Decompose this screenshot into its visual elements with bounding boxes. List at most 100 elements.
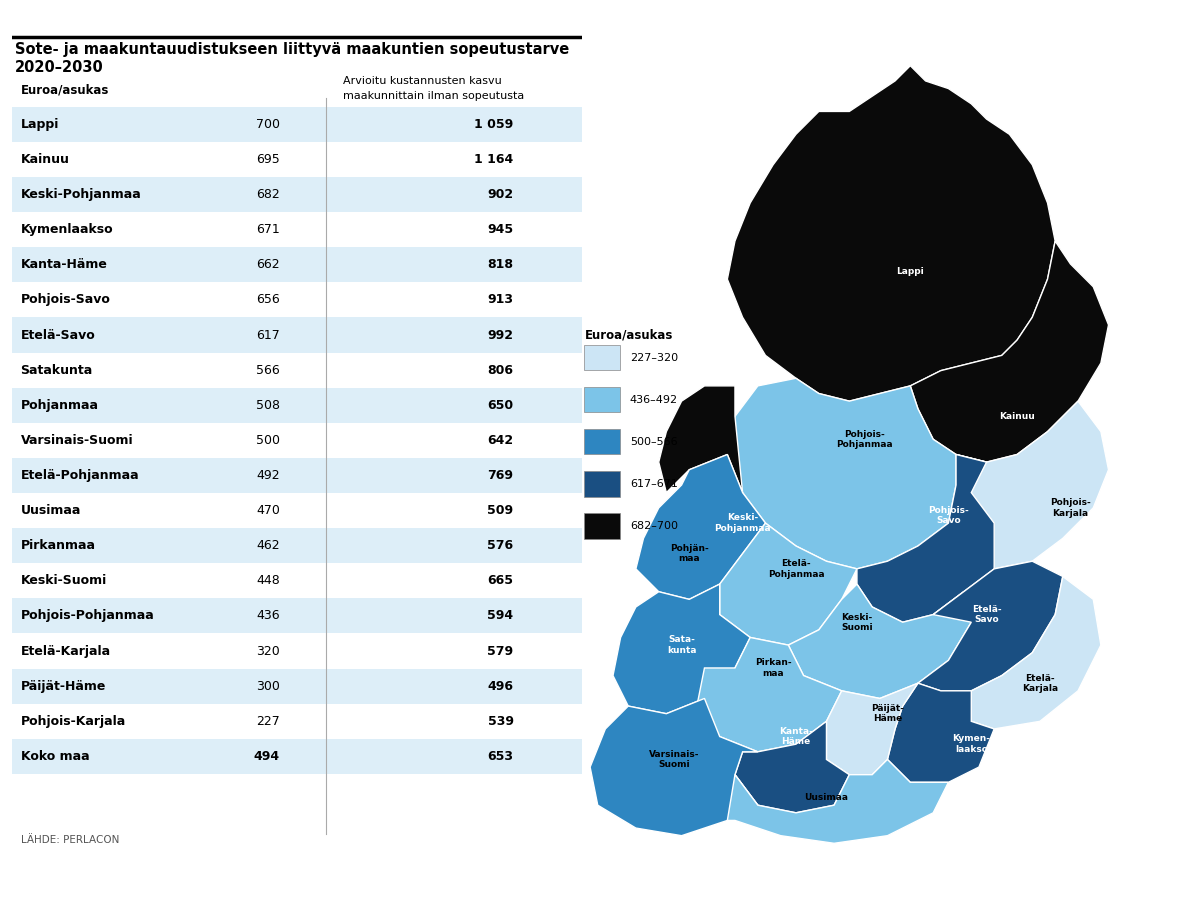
Bar — [12, 353, 582, 388]
Text: Keski-
Pohjanmaa: Keski- Pohjanmaa — [714, 513, 770, 533]
Text: 470: 470 — [256, 504, 280, 518]
Polygon shape — [590, 698, 758, 836]
Polygon shape — [857, 454, 994, 622]
Text: 662: 662 — [257, 258, 280, 271]
Text: Pohjois-Pohjanmaa: Pohjois-Pohjanmaa — [20, 609, 155, 623]
Text: Pohjois-Savo: Pohjois-Savo — [20, 293, 110, 306]
Text: 1 164: 1 164 — [474, 153, 514, 166]
Text: 617–671: 617–671 — [630, 479, 678, 489]
Text: Arvioitu kustannusten kasvu: Arvioitu kustannusten kasvu — [343, 76, 502, 86]
Polygon shape — [888, 683, 994, 782]
Text: 695: 695 — [256, 153, 280, 166]
Text: 496: 496 — [487, 680, 514, 693]
Bar — [12, 704, 582, 739]
FancyBboxPatch shape — [584, 513, 620, 538]
Text: Pirkan-
maa: Pirkan- maa — [755, 658, 791, 678]
Bar — [12, 634, 582, 669]
Text: Kainuu: Kainuu — [20, 153, 70, 166]
Polygon shape — [734, 721, 850, 813]
Polygon shape — [727, 378, 986, 569]
Bar — [12, 177, 582, 212]
FancyBboxPatch shape — [584, 428, 620, 454]
Bar — [12, 423, 582, 458]
Text: 594: 594 — [487, 609, 514, 623]
Text: Keski-
Suomi: Keski- Suomi — [841, 613, 872, 632]
Polygon shape — [948, 401, 1109, 569]
Bar — [12, 388, 582, 423]
Bar — [12, 318, 582, 353]
Text: Pohjois-
Pohjanmaa: Pohjois- Pohjanmaa — [836, 429, 893, 449]
Text: 492: 492 — [257, 469, 280, 482]
Bar — [12, 598, 582, 634]
Text: Pohjanmaa: Pohjanmaa — [20, 399, 98, 412]
Bar — [12, 669, 582, 704]
Text: 656: 656 — [256, 293, 280, 306]
Text: 700: 700 — [256, 118, 280, 130]
Text: maakunnittain ilman sopeutusta: maakunnittain ilman sopeutusta — [343, 91, 524, 101]
Bar — [12, 107, 582, 142]
Text: 500: 500 — [256, 434, 280, 447]
Text: 2020–2030: 2020–2030 — [14, 60, 103, 76]
Text: 576: 576 — [487, 539, 514, 553]
Text: 508: 508 — [256, 399, 280, 412]
Text: 320: 320 — [256, 644, 280, 658]
Text: 462: 462 — [257, 539, 280, 553]
Text: Päijät-Häme: Päijät-Häme — [20, 680, 106, 693]
Polygon shape — [697, 637, 841, 751]
Polygon shape — [659, 386, 743, 492]
Text: Varsinais-
Suomi: Varsinais- Suomi — [649, 750, 700, 770]
Polygon shape — [727, 760, 948, 843]
Text: Kymen-
laakso: Kymen- laakso — [953, 734, 990, 754]
Bar — [12, 528, 582, 563]
Text: 642: 642 — [487, 434, 514, 447]
Text: Keski-Suomi: Keski-Suomi — [20, 574, 107, 588]
Bar — [12, 142, 582, 177]
Text: Pohjois-Karjala: Pohjois-Karjala — [20, 715, 126, 728]
Text: 992: 992 — [487, 328, 514, 341]
Text: Keski-Pohjanmaa: Keski-Pohjanmaa — [20, 188, 142, 201]
Text: Varsinais-Suomi: Varsinais-Suomi — [20, 434, 133, 447]
FancyBboxPatch shape — [584, 387, 620, 412]
Polygon shape — [613, 584, 750, 714]
Text: Etelä-Karjala: Etelä-Karjala — [20, 644, 110, 658]
Polygon shape — [918, 562, 1063, 691]
Text: Etelä-Savo: Etelä-Savo — [20, 328, 95, 341]
Text: 509: 509 — [487, 504, 514, 518]
Polygon shape — [971, 577, 1100, 729]
Text: Kanta-
Häme: Kanta- Häme — [779, 727, 812, 746]
Polygon shape — [827, 683, 918, 775]
Text: 945: 945 — [487, 223, 514, 236]
Text: 617: 617 — [256, 328, 280, 341]
Text: 436–492: 436–492 — [630, 394, 678, 404]
Text: Sote- ja maakuntauudistukseen liittyvä maakuntien sopeutustarve: Sote- ja maakuntauudistukseen liittyvä m… — [14, 41, 569, 57]
Text: 902: 902 — [487, 188, 514, 201]
Text: Uusimaa: Uusimaa — [20, 504, 80, 518]
Text: 539: 539 — [487, 715, 514, 728]
Text: Kainuu: Kainuu — [1000, 412, 1034, 421]
Text: Lappi: Lappi — [20, 118, 59, 130]
Text: Etelä-Pohjanmaa: Etelä-Pohjanmaa — [20, 469, 139, 482]
Text: Koko maa: Koko maa — [20, 750, 89, 763]
Bar — [12, 212, 582, 248]
Text: Kymenlaakso: Kymenlaakso — [20, 223, 113, 236]
Text: 500–566: 500–566 — [630, 436, 677, 446]
Text: 1 059: 1 059 — [474, 118, 514, 130]
Text: 806: 806 — [487, 364, 514, 376]
Text: Sata-
kunta: Sata- kunta — [667, 635, 696, 655]
Polygon shape — [720, 523, 857, 645]
Text: 227–320: 227–320 — [630, 353, 678, 363]
Bar — [12, 493, 582, 528]
Text: 650: 650 — [487, 399, 514, 412]
Text: 769: 769 — [487, 469, 514, 482]
Text: Pohjois-
Savo: Pohjois- Savo — [928, 506, 968, 526]
Polygon shape — [788, 584, 971, 698]
Text: 913: 913 — [487, 293, 514, 306]
Text: 436: 436 — [257, 609, 280, 623]
Text: 665: 665 — [487, 574, 514, 588]
Text: Lappi: Lappi — [896, 267, 924, 276]
Text: 818: 818 — [487, 258, 514, 271]
Text: Etelä-
Savo: Etelä- Savo — [972, 605, 1001, 625]
Text: Pirkanmaa: Pirkanmaa — [20, 539, 96, 553]
Text: Pohjän-
maa: Pohjän- maa — [670, 544, 708, 563]
Text: Etelä-
Karjala: Etelä- Karjala — [1022, 673, 1058, 693]
